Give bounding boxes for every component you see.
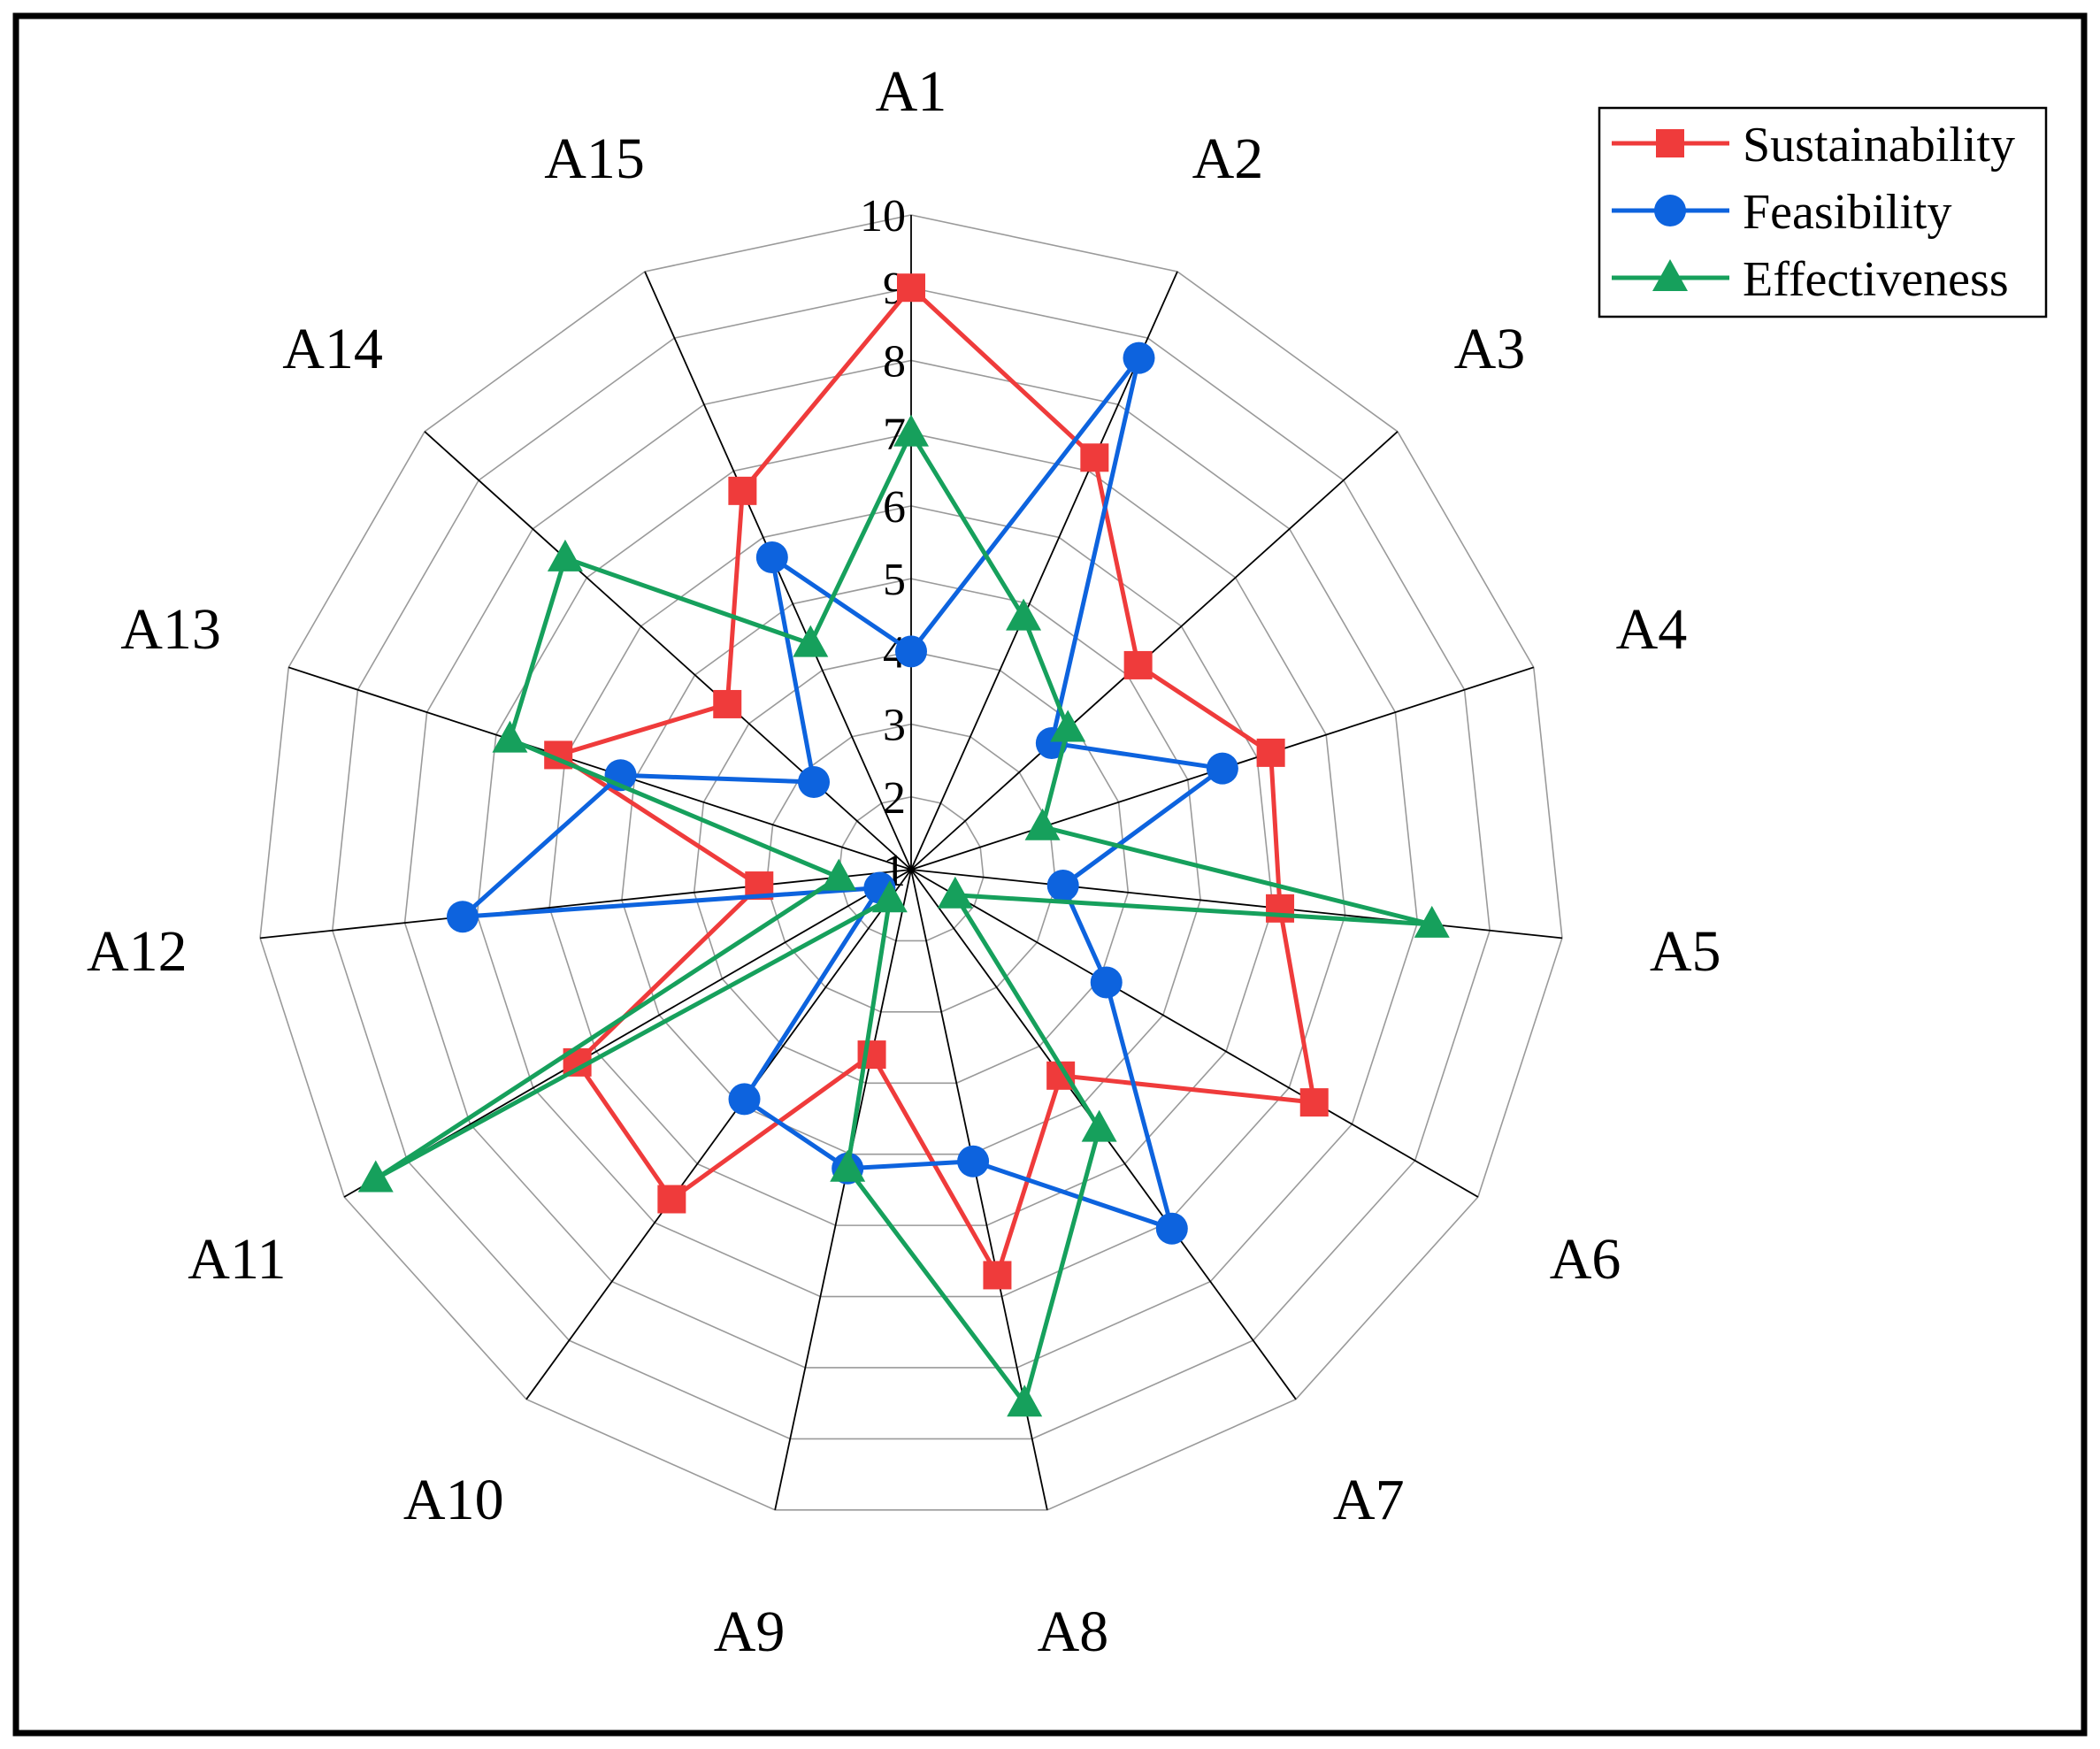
radar-spokes — [259, 215, 1563, 1511]
point-sustainability-a1 — [897, 273, 925, 303]
series-effectiveness — [357, 414, 1450, 1417]
grid-ring-2 — [838, 795, 985, 942]
point-feasibility-a6 — [1090, 966, 1123, 999]
point-effectiveness-a3 — [1050, 710, 1086, 742]
point-effectiveness-a12 — [821, 858, 857, 891]
point-sustainability-a3 — [1123, 650, 1153, 679]
point-effectiveness-a6 — [937, 876, 973, 909]
grid-ring-6 — [548, 505, 1274, 1226]
point-sustainability-a8 — [983, 1261, 1012, 1290]
point-effectiveness-a8 — [1007, 1385, 1043, 1417]
point-sustainability-a6 — [1299, 1088, 1329, 1117]
category-label-a15: A15 — [544, 127, 645, 191]
spoke-a14 — [424, 431, 912, 871]
point-effectiveness-a9 — [830, 1149, 866, 1182]
legend-label-feasibility: Feasibility — [1743, 185, 1951, 240]
point-sustainability-a4 — [1256, 738, 1285, 767]
category-label-a8: A8 — [1038, 1599, 1109, 1664]
category-label-a2: A2 — [1192, 127, 1264, 191]
legend-circle-marker — [1654, 195, 1686, 226]
point-sustainability-a15 — [728, 476, 757, 505]
tick-label-2: 2 — [883, 773, 906, 824]
tick-label-3: 3 — [883, 701, 906, 751]
point-effectiveness-a1 — [893, 414, 929, 447]
point-sustainability-a2 — [1080, 443, 1109, 472]
category-label-a6: A6 — [1550, 1227, 1621, 1292]
spoke-a12 — [259, 869, 912, 940]
category-label-a9: A9 — [714, 1599, 786, 1664]
category-label-a11: A11 — [188, 1227, 286, 1292]
category-label-a3: A3 — [1454, 317, 1526, 381]
point-effectiveness-a13 — [492, 720, 528, 753]
tick-label-6: 6 — [883, 482, 906, 533]
category-label-a14: A14 — [282, 317, 383, 381]
point-feasibility-a2 — [1123, 341, 1155, 374]
spoke-a3 — [910, 431, 1399, 871]
point-feasibility-a8 — [957, 1145, 990, 1178]
point-feasibility-a5 — [1046, 870, 1079, 902]
point-effectiveness-a15 — [793, 625, 829, 657]
point-effectiveness-a14 — [547, 539, 583, 571]
point-effectiveness-a7 — [1081, 1109, 1117, 1142]
category-labels: A1 A2 A3 A4 A5 A6 A7 A8 A9 A10 A11 A12 A13 A14 A15 — [87, 59, 1721, 1664]
point-effectiveness-a11 — [357, 1160, 394, 1193]
series-layer — [357, 273, 1450, 1417]
point-sustainability-a10 — [657, 1185, 686, 1214]
point-feasibility-a4 — [1206, 752, 1238, 785]
series-feasibility — [447, 341, 1238, 1245]
grid-ring-3 — [765, 723, 1057, 1013]
spoke-a9 — [774, 869, 912, 1511]
grid-ring-10 — [259, 214, 1563, 1511]
series-line-effectiveness — [373, 431, 1435, 1406]
point-effectiveness-a4 — [1024, 808, 1061, 840]
point-feasibility-a15 — [755, 541, 788, 573]
point-feasibility-a10 — [728, 1083, 761, 1116]
grid-ring-4 — [693, 650, 1130, 1085]
legend-item-effectiveness: Effectiveness — [1612, 252, 2009, 307]
tick-label-10: 10 — [860, 191, 906, 242]
point-feasibility-a1 — [895, 635, 927, 668]
category-label-a1: A1 — [876, 59, 947, 124]
point-sustainability-a14 — [713, 689, 742, 718]
spoke-a10 — [525, 869, 912, 1400]
point-effectiveness-a10 — [871, 880, 908, 913]
grid-ring-5 — [621, 578, 1201, 1155]
legend-triangle-marker — [1652, 259, 1688, 291]
spoke-a13 — [287, 666, 912, 871]
point-feasibility-a14 — [798, 765, 831, 798]
legend-item-sustainability: Sustainability — [1612, 118, 2015, 173]
category-label-a12: A12 — [87, 919, 188, 984]
radar-grid — [259, 214, 1563, 1511]
point-effectiveness-a2 — [1006, 598, 1042, 631]
legend-item-feasibility: Feasibility — [1612, 185, 1951, 240]
grid-ring-7 — [476, 432, 1346, 1298]
legend-square-marker — [1656, 129, 1684, 157]
category-label-a5: A5 — [1650, 919, 1721, 984]
point-effectiveness-a5 — [1414, 905, 1450, 938]
category-label-a10: A10 — [403, 1468, 504, 1532]
tick-label-5: 5 — [883, 555, 906, 605]
category-label-a13: A13 — [120, 597, 221, 662]
category-label-a4: A4 — [1616, 597, 1688, 662]
legend-label-sustainability: Sustainability — [1743, 118, 2015, 173]
legend: Sustainability Feasibility Effectiveness — [1598, 106, 2048, 318]
point-sustainability-a5 — [1266, 894, 1295, 923]
grid-ring-8 — [403, 359, 1419, 1369]
point-feasibility-a12 — [447, 901, 479, 933]
point-feasibility-a7 — [1155, 1212, 1188, 1245]
grid-ring-9 — [332, 287, 1491, 1440]
category-label-a7: A7 — [1333, 1468, 1405, 1532]
series-line-feasibility — [460, 356, 1225, 1231]
spoke-a5 — [910, 869, 1563, 940]
legend-label-effectiveness: Effectiveness — [1743, 252, 2009, 307]
tick-label-8: 8 — [883, 336, 906, 387]
spoke-a6 — [910, 869, 1479, 1198]
